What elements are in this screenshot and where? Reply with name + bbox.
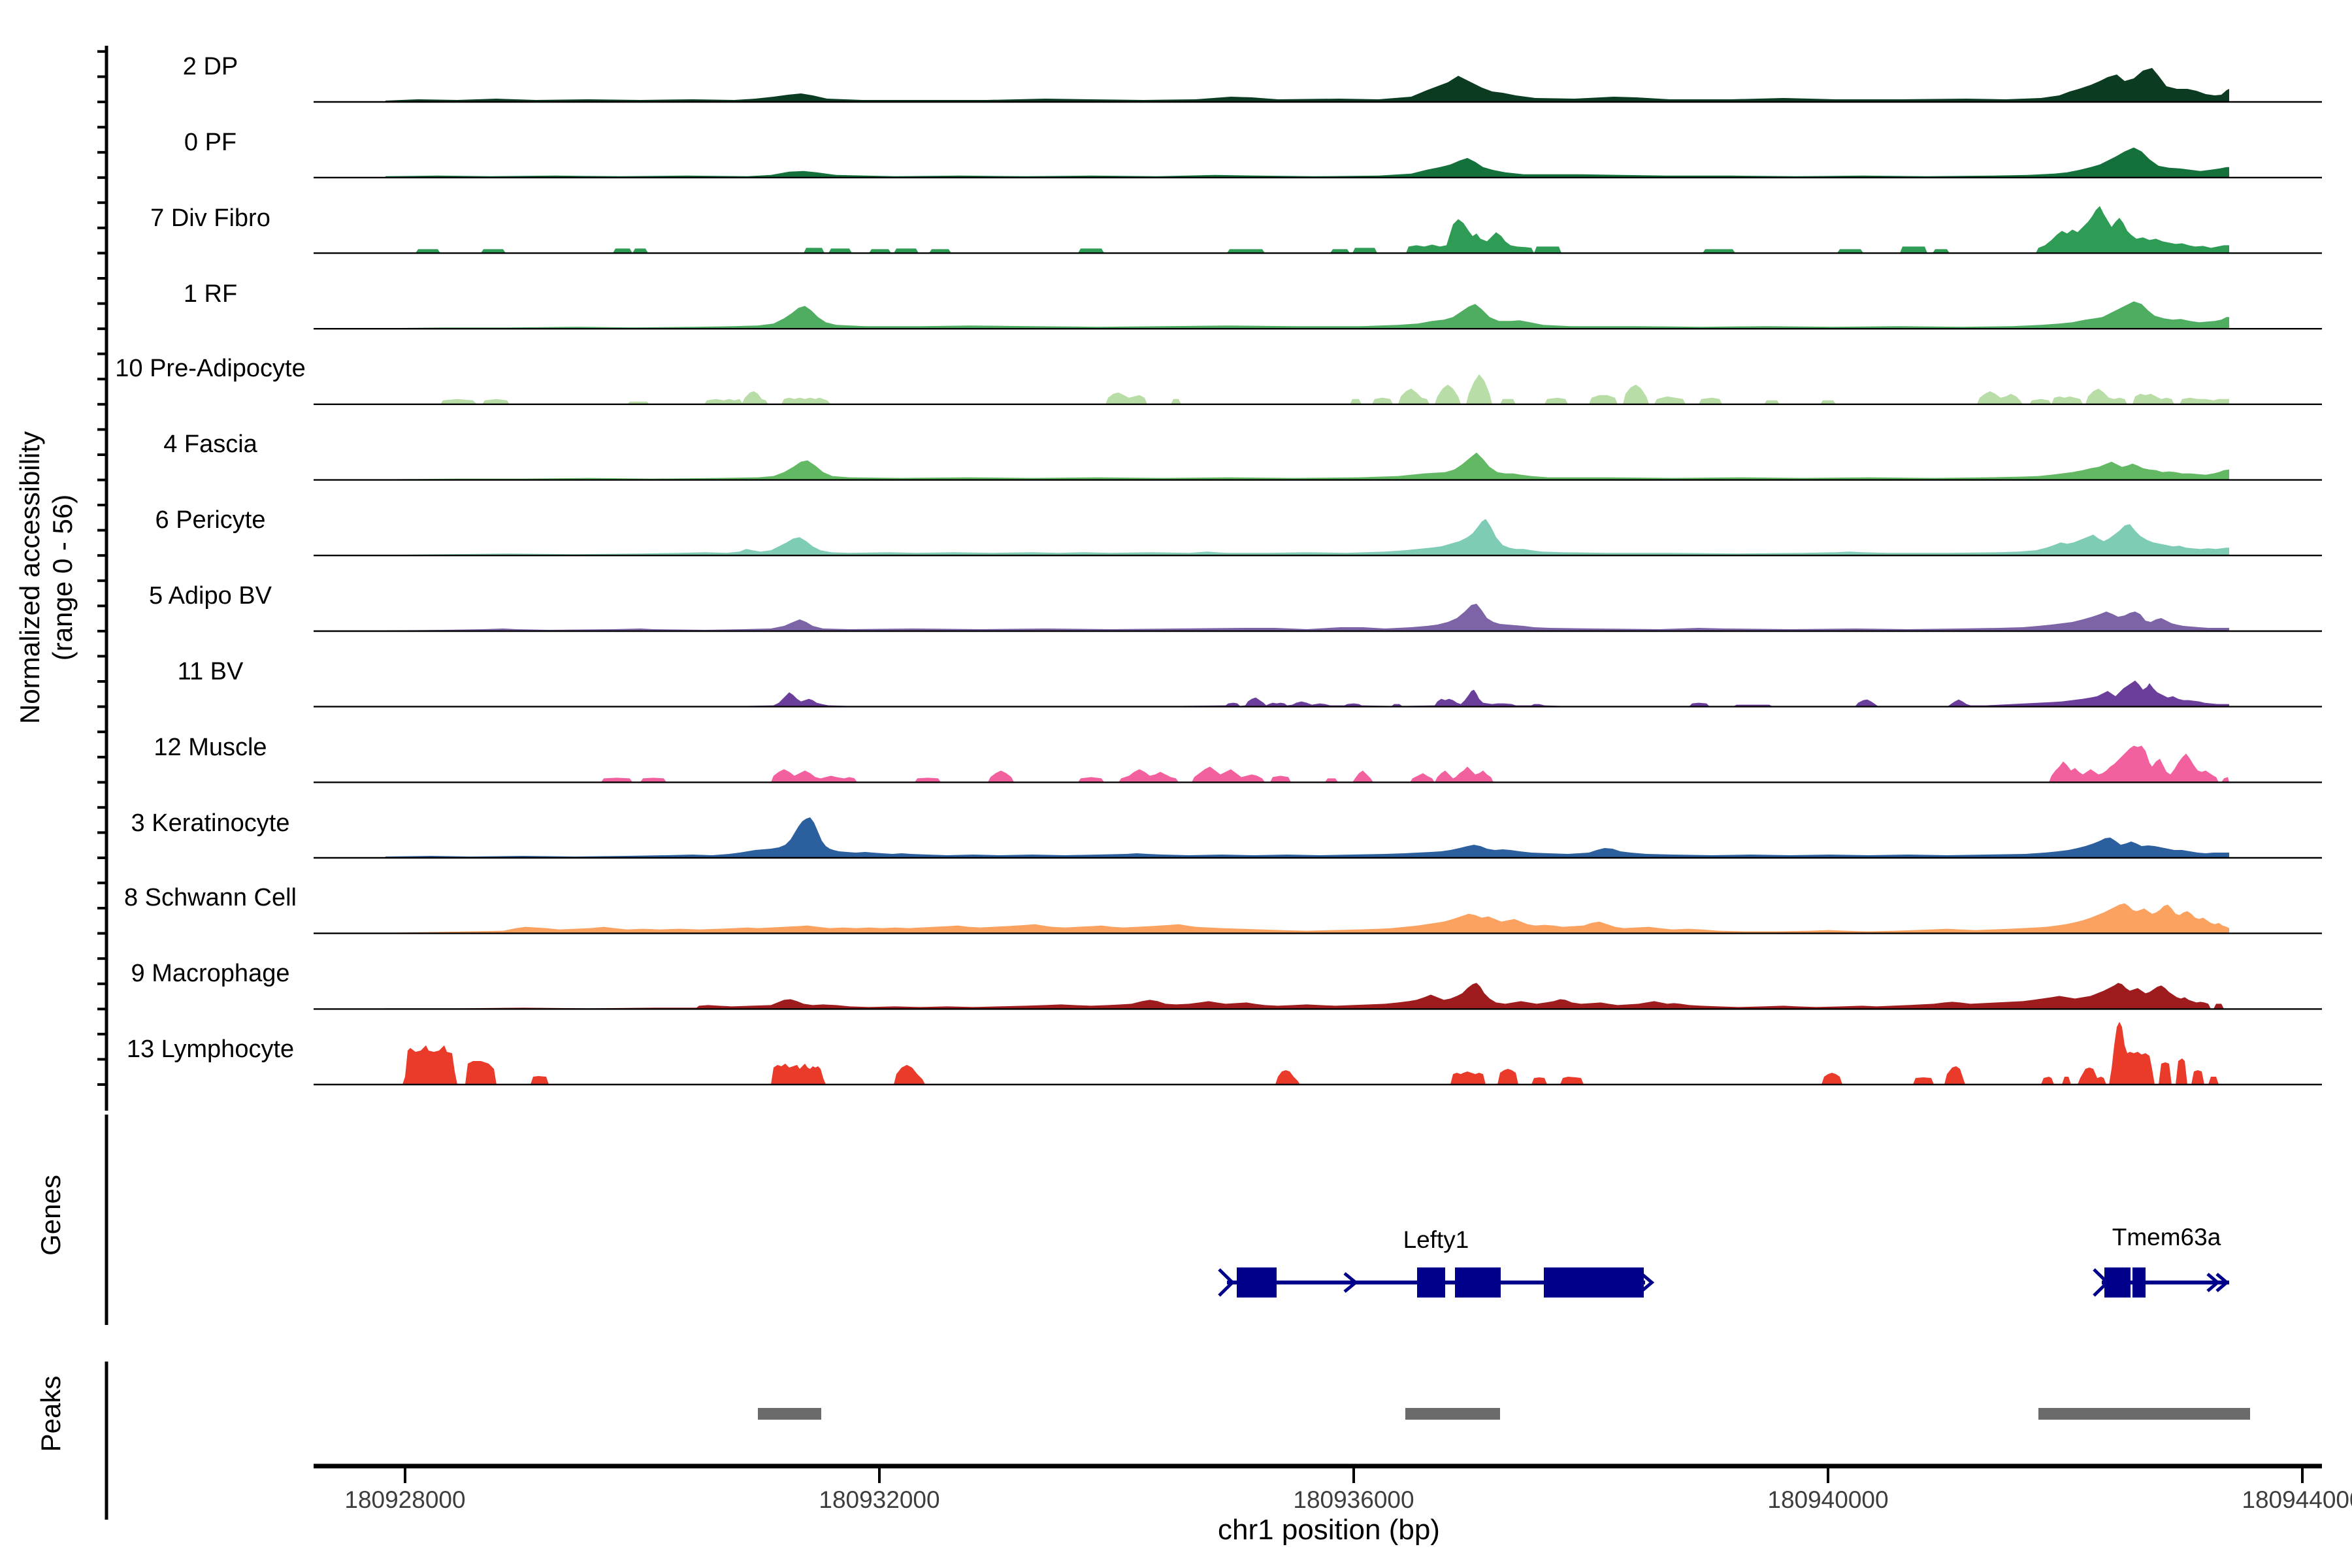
gene-strand-arrow-icon	[2093, 1268, 2110, 1297]
x-tick-label-1: 180932000	[819, 1486, 940, 1513]
track-signal-1	[385, 68, 2229, 102]
track-label-4: 1 RF	[183, 280, 238, 308]
x-tick-label-2: 180936000	[1293, 1486, 1414, 1513]
gene-exon-lefty1	[1455, 1267, 1501, 1298]
peak-bar	[2038, 1408, 2250, 1420]
gene-strand-arrow-icon	[1218, 1268, 1235, 1297]
peak-bar	[758, 1408, 821, 1420]
gene-exon-lefty1	[1237, 1267, 1277, 1298]
track-label-3: 7 Div Fibro	[150, 204, 270, 233]
track-label-2: 0 PF	[184, 129, 237, 157]
peak-bar	[1405, 1408, 1500, 1420]
track-label-6: 4 Fascia	[163, 431, 257, 459]
track-label-9: 11 BV	[177, 658, 244, 686]
track-signal-7	[385, 519, 2229, 556]
x-axis-title: chr1 position (bp)	[1218, 1513, 1440, 1546]
track-signal-9	[385, 680, 2229, 707]
gene-exon-lefty1	[1417, 1267, 1445, 1298]
track-label-10: 12 Muscle	[154, 734, 267, 762]
gene-strand-arrow-icon	[2215, 1273, 2230, 1292]
gene-name-tmem63a: Tmem63a	[2112, 1223, 2221, 1250]
gene-name-lefty1: Lefty1	[1403, 1226, 1469, 1253]
track-signal-6	[385, 452, 2229, 480]
track-signal-3	[385, 206, 2229, 253]
track-label-1: 2 DP	[182, 54, 238, 81]
gene-strand-arrow-icon	[1641, 1273, 1655, 1292]
track-label-5: 10 Pre-Adipocyte	[115, 355, 306, 384]
gene-strand-arrow-icon	[1343, 1272, 1358, 1293]
track-label-11: 3 Keratinocyte	[131, 809, 290, 837]
track-signal-14	[385, 1022, 2229, 1085]
track-label-12: 8 Schwann Cell	[123, 885, 297, 913]
gene-exon-tmem63a	[2132, 1267, 2146, 1298]
track-label-14: 13 Lymphocyte	[126, 1036, 295, 1064]
track-label-13: 9 Macrophage	[131, 960, 290, 988]
x-tick-label-3: 180940000	[1767, 1486, 1889, 1513]
gene-strand-arrow-icon	[2206, 1273, 2221, 1292]
y-axis-label-line1: Normalized accessibility	[16, 431, 46, 725]
peaks-section-label: Peaks	[37, 1375, 67, 1452]
gene-exon-lefty1	[1544, 1267, 1644, 1298]
track-label-7: 6 Pericyte	[155, 507, 266, 535]
track-signal-8	[385, 604, 2229, 631]
track-signal-5	[385, 374, 2229, 404]
track-signal-13	[385, 983, 2229, 1009]
track-signal-10	[385, 745, 2229, 783]
x-tick-label-0: 180928000	[344, 1486, 466, 1513]
genes-section-label: Genes	[37, 1175, 67, 1256]
track-label-8: 5 Adipo BV	[148, 583, 272, 610]
x-tick-label-4: 180944000	[2242, 1486, 2352, 1513]
track-signal-2	[385, 147, 2229, 178]
track-signal-12	[385, 903, 2229, 934]
track-signal-4	[385, 301, 2229, 329]
track-signal-11	[385, 817, 2229, 858]
